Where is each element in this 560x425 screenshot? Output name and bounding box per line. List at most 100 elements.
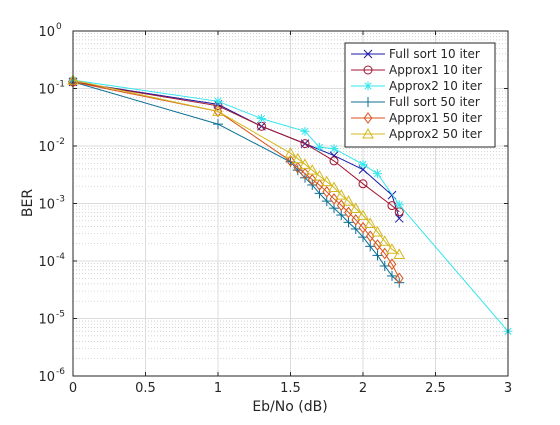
- data-point: [393, 248, 406, 259]
- y-tick-label-exponent: -3: [56, 195, 65, 205]
- data-point: [300, 167, 310, 180]
- legend-label: Approx2 50 iter: [389, 127, 482, 141]
- legend-swatch-marker: [363, 49, 373, 59]
- data-point: [343, 217, 354, 228]
- y-tick-label-exponent: -4: [56, 252, 65, 262]
- legend-entry: Approx2 50 iter: [351, 127, 482, 141]
- y-tick-label-exponent: -5: [56, 310, 65, 320]
- y-tick-label: 10: [38, 370, 55, 385]
- data-point: [306, 164, 319, 175]
- data-point: [336, 210, 347, 221]
- legend-swatch-marker: [363, 65, 373, 75]
- y-tick-label: 10: [38, 83, 55, 98]
- data-point: [365, 241, 376, 252]
- data-point: [300, 172, 310, 183]
- y-tick-label: 10: [38, 198, 55, 213]
- data-point: [387, 258, 397, 271]
- data-point: [257, 114, 266, 124]
- data-point: [344, 206, 353, 219]
- data-point: [329, 203, 339, 214]
- legend-swatch-marker: [362, 127, 374, 139]
- data-point: [300, 139, 310, 149]
- x-tick-label: 0.5: [135, 381, 156, 396]
- data-point: [358, 179, 368, 189]
- data-point: [284, 147, 297, 158]
- data-point: [371, 225, 384, 237]
- legend-entry: Full sort 50 iter: [351, 95, 480, 109]
- data-point: [394, 272, 404, 285]
- legend-label: Approx1 10 iter: [389, 63, 482, 77]
- series-line: [72, 81, 400, 279]
- y-axis-label: BER: [20, 189, 36, 217]
- data-point: [320, 175, 333, 187]
- data-point: [315, 142, 324, 152]
- data-point: [286, 155, 295, 167]
- data-point: [372, 250, 383, 261]
- y-tick-label: 10: [38, 313, 55, 328]
- data-point: [373, 169, 382, 179]
- data-point: [349, 202, 362, 213]
- y-tick-label-exponent: -2: [56, 137, 65, 147]
- data-point: [357, 209, 369, 220]
- x-tick-label: 2.5: [425, 381, 446, 396]
- data-point: [328, 181, 340, 192]
- data-point: [329, 193, 339, 205]
- data-point: [329, 144, 339, 154]
- x-tick-label: 3: [504, 381, 512, 396]
- data-point: [378, 235, 391, 246]
- data-point: [379, 260, 390, 271]
- x-tick-label: 2: [359, 381, 367, 396]
- data-point: [212, 105, 224, 116]
- data-point: [387, 201, 397, 211]
- legend-swatch-marker: [363, 112, 373, 124]
- x-tick-label: 0: [69, 381, 77, 396]
- series-line: [72, 81, 400, 284]
- legend: Full sort 10 iter Approx1 10 iter Approx2 …: [344, 42, 496, 148]
- data-point: [315, 179, 324, 191]
- data-point: [329, 156, 339, 166]
- legend-swatch-marker: [363, 97, 373, 107]
- data-point: [291, 152, 304, 164]
- legend-label: Approx1 50 iter: [389, 111, 482, 125]
- data-point: [213, 96, 223, 106]
- data-point: [364, 217, 377, 228]
- y-tick-label: 10: [38, 25, 55, 40]
- data-point: [358, 232, 368, 243]
- y-tick-label: 10: [38, 140, 55, 155]
- data-point: [350, 224, 361, 235]
- data-point: [299, 158, 311, 169]
- data-point: [373, 239, 382, 251]
- data-point: [386, 243, 398, 254]
- y-tick-label-exponent: -6: [56, 367, 65, 377]
- x-tick-label: 1.5: [280, 381, 301, 396]
- series-layer: [67, 74, 513, 336]
- data-point: [394, 214, 404, 223]
- legend-label: Full sort 50 iter: [389, 95, 480, 109]
- y-tick-label-exponent: 0: [56, 22, 62, 32]
- data-point: [307, 173, 317, 186]
- x-tick-label: 1: [214, 381, 222, 396]
- x-axis-label: Eb/No (dB): [252, 399, 327, 415]
- data-point: [335, 189, 348, 200]
- data-point: [342, 195, 355, 206]
- data-point: [387, 270, 397, 281]
- series-line: [72, 81, 400, 213]
- data-point: [394, 200, 404, 210]
- y-tick-label-exponent: -1: [56, 80, 65, 90]
- data-point: [213, 105, 223, 118]
- data-point: [321, 196, 332, 207]
- data-point: [300, 126, 310, 136]
- legend-entry: Approx2 10 iter: [351, 79, 482, 93]
- legend-label: Full sort 10 iter: [389, 47, 480, 61]
- legend-label: Approx2 10 iter: [389, 79, 482, 93]
- data-point: [293, 161, 303, 174]
- legend-entry: Approx1 10 iter: [351, 63, 482, 77]
- legend-swatch-marker: [363, 81, 373, 91]
- data-point: [313, 170, 326, 181]
- series-line: [72, 79, 509, 332]
- legend-entry: Approx1 50 iter: [351, 111, 482, 125]
- data-point: [213, 119, 223, 130]
